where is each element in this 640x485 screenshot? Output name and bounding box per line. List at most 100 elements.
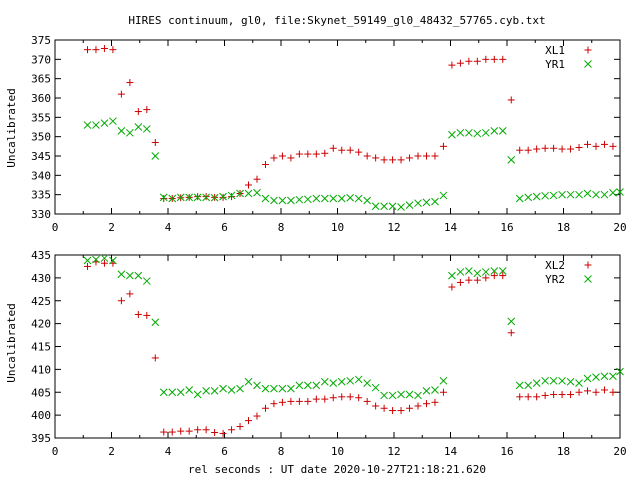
y-tick-label: 435 [31, 249, 51, 262]
data-point [109, 256, 117, 265]
data-point [92, 46, 100, 54]
x-tick-label: 16 [500, 221, 513, 234]
data-point [609, 372, 617, 381]
data-point [329, 379, 338, 387]
data-point [303, 381, 312, 390]
data-point [414, 199, 422, 208]
data-point [566, 190, 575, 199]
data-point [100, 119, 109, 127]
data-point [371, 383, 380, 392]
legend-marker [584, 46, 592, 54]
data-point [473, 276, 481, 284]
data-point [498, 127, 507, 135]
data-point [431, 398, 439, 406]
plot-frame [54, 39, 621, 215]
data-point [321, 149, 329, 157]
data-point [312, 194, 321, 203]
data-point [516, 146, 524, 154]
data-point [481, 268, 490, 276]
x-tick-label: 8 [278, 221, 285, 234]
data-point [600, 372, 609, 381]
data-point [524, 393, 532, 401]
data-point [270, 400, 278, 408]
data-point [372, 154, 380, 162]
series-xl1 [83, 45, 617, 203]
data-point [219, 193, 227, 201]
data-point [245, 181, 253, 189]
data-point [363, 397, 371, 405]
data-point [507, 156, 516, 164]
data-point [151, 138, 159, 146]
data-point [346, 393, 354, 401]
data-point [414, 152, 422, 160]
y-tick-label: 365 [31, 73, 51, 86]
data-point [532, 192, 541, 201]
data-point [490, 127, 499, 135]
data-point [210, 387, 219, 395]
x-tick-label: 2 [108, 445, 115, 458]
data-point [456, 268, 465, 276]
x-tick-label: 10 [331, 221, 344, 234]
y-tick-label: 415 [31, 341, 51, 354]
data-point [389, 407, 397, 415]
data-point [498, 267, 507, 275]
data-point [245, 417, 253, 425]
data-point [499, 272, 507, 280]
series-yr2 [83, 254, 624, 400]
y-tick-label: 360 [31, 92, 51, 105]
data-point [388, 202, 397, 211]
data-point [583, 374, 592, 383]
data-point [354, 375, 363, 384]
data-point [575, 388, 583, 396]
data-point [320, 194, 329, 203]
data-point [490, 267, 499, 275]
x-tick-label: 18 [557, 445, 570, 458]
x-tick-label: 6 [221, 221, 228, 234]
data-point [397, 203, 405, 211]
data-point [524, 146, 532, 154]
data-point [329, 394, 337, 402]
data-point [312, 381, 321, 390]
data-point [126, 290, 134, 298]
x-tick-label: 14 [444, 445, 458, 458]
data-point [499, 55, 507, 63]
data-point [143, 106, 151, 114]
data-point [117, 90, 125, 98]
data-point [541, 144, 549, 152]
data-point [533, 393, 541, 401]
data-point [439, 388, 447, 396]
data-point [244, 377, 253, 386]
data-point [210, 193, 219, 202]
panel-bottom: Uncalibrated rel seconds : UT date 2020-… [5, 249, 627, 476]
data-point [194, 426, 202, 434]
data-point [380, 391, 388, 400]
data-point [270, 384, 278, 393]
data-point [380, 404, 388, 412]
data-point [312, 150, 320, 158]
data-point [592, 142, 600, 150]
data-point [346, 193, 355, 202]
data-point [380, 202, 388, 211]
x-tick-label: 4 [165, 445, 172, 458]
data-point [422, 387, 431, 395]
data-point [228, 426, 236, 434]
data-point [83, 46, 91, 54]
data-point [227, 386, 236, 394]
data-point [177, 427, 185, 435]
data-point [117, 297, 125, 305]
data-point [160, 428, 168, 436]
data-point [261, 161, 269, 169]
data-point [168, 428, 176, 436]
data-point [126, 271, 134, 280]
y-tick-label: 375 [31, 34, 51, 47]
legend-marker [584, 261, 592, 269]
data-point [405, 201, 414, 209]
y-tick-label: 340 [31, 169, 51, 182]
data-point [456, 128, 465, 137]
data-point [380, 156, 388, 164]
data-point [159, 193, 168, 202]
data-point [422, 198, 431, 207]
data-point [448, 130, 456, 139]
data-point [592, 190, 600, 199]
data-point [516, 393, 524, 401]
